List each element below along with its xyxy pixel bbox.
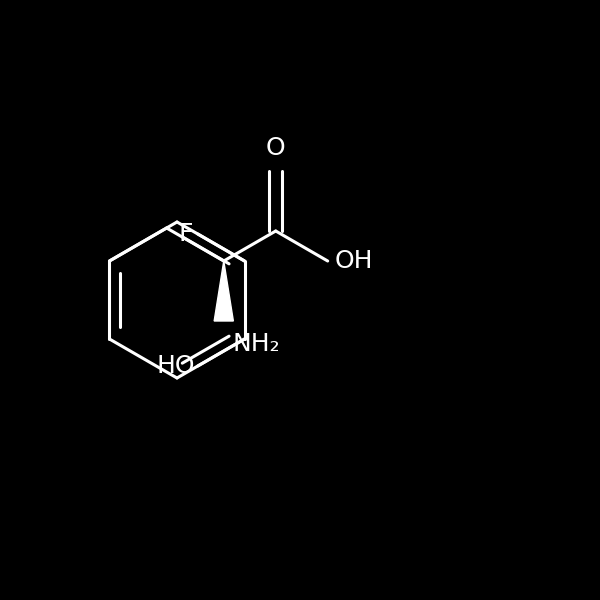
Text: F: F [178,222,193,246]
Polygon shape [214,261,233,321]
Text: O: O [266,136,286,160]
Text: OH: OH [335,249,373,273]
Text: NH₂: NH₂ [233,332,280,356]
Text: HO: HO [156,354,195,378]
